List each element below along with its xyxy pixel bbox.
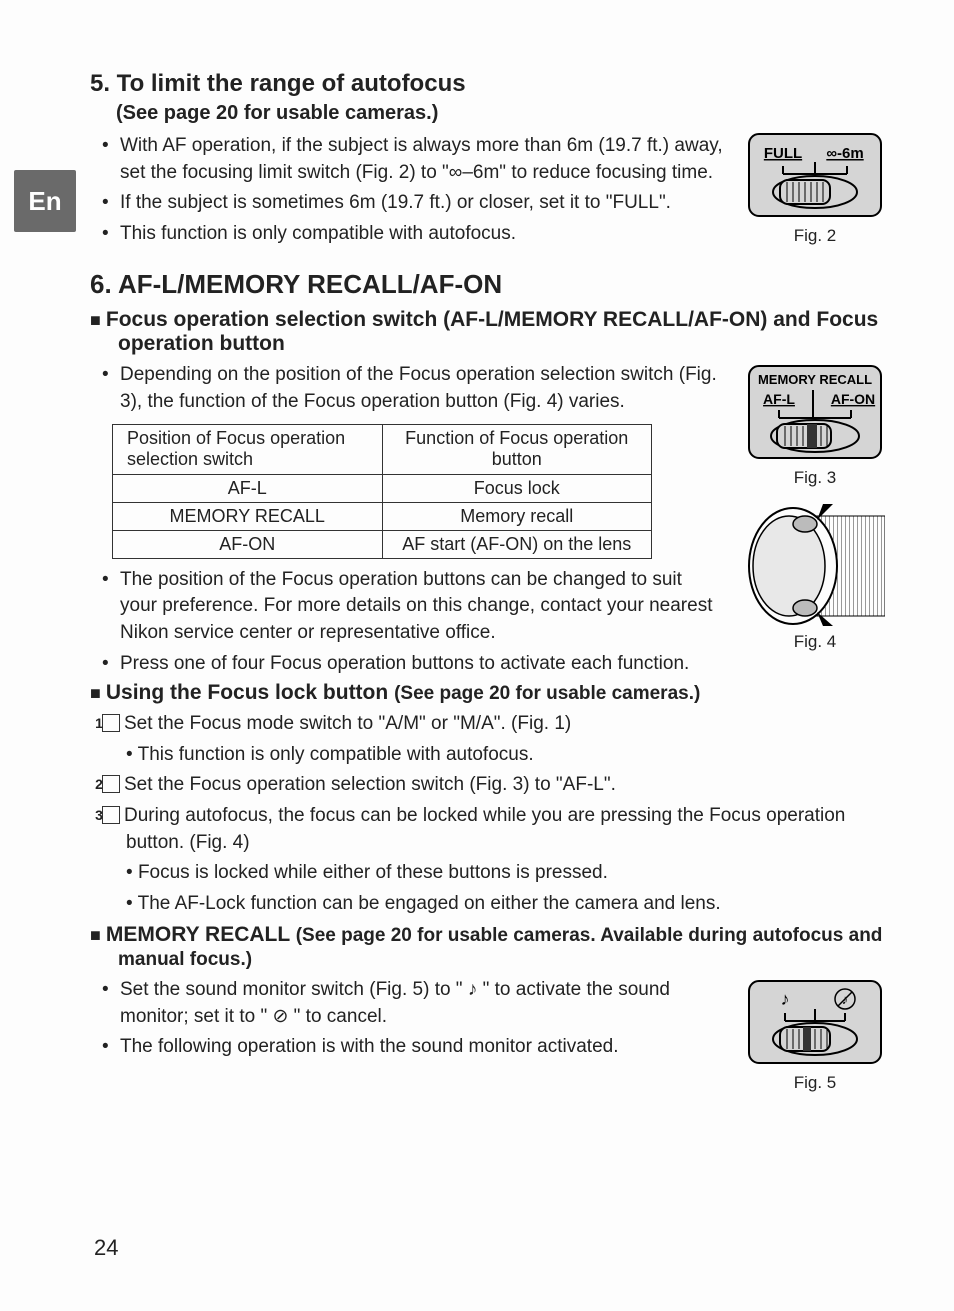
table-cell: Focus lock (382, 474, 652, 502)
fig2-caption: Fig. 2 (740, 226, 890, 246)
figure-5-diagram: ♪ ♪ (745, 977, 885, 1067)
fig3-left: AF-L (763, 391, 795, 407)
table-cell: AF start (AF-ON) on the lens (382, 530, 652, 558)
sub3-title-text: MEMORY RECALL (106, 923, 290, 946)
section6-sub1-bullet: The position of the Focus operation butt… (102, 567, 724, 647)
fig3-right: AF-ON (831, 391, 875, 407)
focus-operation-table: Position of Focus operation selection sw… (112, 424, 652, 559)
step-number-icon: 2 (102, 775, 120, 793)
table-header-right: Function of Focus operation button (382, 424, 652, 474)
sub2-paren: (See page 20 for usable cameras.) (394, 683, 700, 704)
fig4-caption: Fig. 4 (740, 632, 890, 652)
section5-subtitle: (See page 20 for usable cameras.) (116, 102, 724, 125)
sub3-bullet: Set the sound monitor switch (Fig. 5) to… (102, 977, 724, 1030)
fig2-label-right: ∞-6m (826, 145, 863, 162)
step-text: During autofocus, the focus can be locke… (124, 805, 845, 853)
sub2-step2: 2Set the Focus operation selection switc… (102, 772, 890, 799)
table-header-left: Position of Focus operation selection sw… (113, 424, 383, 474)
section6-sub1-intro: Depending on the position of the Focus o… (102, 362, 724, 415)
sub2-title-text: Using the Focus lock button (106, 681, 388, 704)
section5-bullet: This function is only compatible with au… (102, 221, 724, 248)
table-cell: AF-ON (113, 530, 383, 558)
section6-sub2-title: Using the Focus lock button (See page 20… (90, 681, 890, 705)
language-tab: En (14, 170, 76, 232)
section6-title: 6. AF-L/MEMORY RECALL/AF-ON (90, 269, 890, 300)
section6-sub1-bullet: Press one of four Focus operation button… (102, 651, 724, 678)
fig3-top: MEMORY RECALL (758, 372, 872, 387)
sub2-trailing-bullet: Focus is locked while either of these bu… (126, 860, 890, 887)
table-cell: Memory recall (382, 502, 652, 530)
section6-sub1-title: Focus operation selection switch (AF-L/M… (90, 308, 890, 356)
section5-title: 5. To limit the range of autofocus (90, 70, 724, 98)
page-number: 24 (94, 1235, 118, 1261)
figure-2-diagram: FULL ∞-6m (745, 130, 885, 220)
sub2-trailing-bullet: The AF-Lock function can be engaged on e… (126, 891, 890, 918)
section6-sub3-title: MEMORY RECALL (See page 20 for usable ca… (90, 923, 890, 971)
figure-4-diagram (745, 496, 885, 626)
step-number-icon: 1 (102, 714, 120, 732)
page-content: 5. To limit the range of autofocus (See … (90, 70, 890, 1093)
fig5-icon-left: ♪ (781, 989, 790, 1009)
table-cell: AF-L (113, 474, 383, 502)
step-text: Set the Focus operation selection switch… (124, 774, 616, 795)
figure-3-diagram: MEMORY RECALL AF-L AF-ON (745, 362, 885, 462)
fig3-caption: Fig. 3 (740, 468, 890, 488)
step-text: Set the Focus mode switch to "A/M" or "M… (124, 713, 571, 734)
fig5-caption: Fig. 5 (740, 1073, 890, 1093)
section5-bullet: If the subject is sometimes 6m (19.7 ft.… (102, 190, 724, 217)
sub2-step3: 3During autofocus, the focus can be lock… (102, 803, 890, 856)
sub3-bullet: The following operation is with the soun… (102, 1034, 724, 1061)
sub2-step1: 1Set the Focus mode switch to "A/M" or "… (102, 711, 890, 738)
section5-bullet: With AF operation, if the subject is alw… (102, 133, 724, 186)
fig2-label-left: FULL (764, 145, 802, 162)
step-number-icon: 3 (102, 806, 120, 824)
sub2-sub-bullet: This function is only compatible with au… (126, 742, 890, 769)
table-cell: MEMORY RECALL (113, 502, 383, 530)
